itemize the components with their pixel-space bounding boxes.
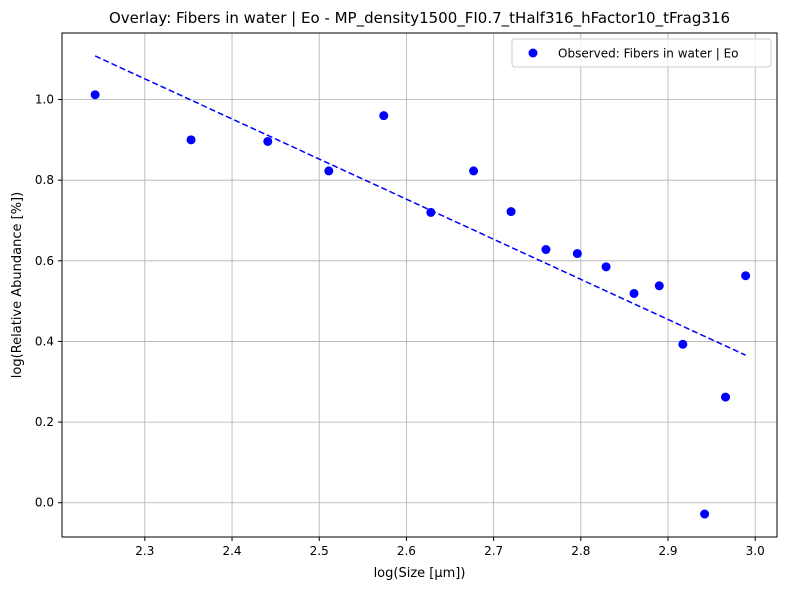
legend: Observed: Fibers in water | Eo: [511, 38, 772, 68]
y-axis-ticks: 0.0 0.2 0.4 0.6 0.8 1.0: [35, 93, 62, 510]
x-tick-label: 2.8: [571, 544, 590, 558]
y-tick-label: 0.4: [35, 334, 54, 348]
scatter-point: [541, 245, 551, 255]
y-tick-label: 0.2: [35, 415, 54, 429]
legend-marker: [528, 48, 538, 58]
scatter-point: [186, 135, 196, 145]
grid: [62, 33, 777, 537]
x-tick-label: 2.6: [397, 544, 416, 558]
legend-box: [511, 38, 772, 68]
x-tick-label: 2.3: [135, 544, 154, 558]
x-tick-label: 2.5: [310, 544, 329, 558]
y-tick-label: 0.8: [35, 173, 54, 187]
scatter-point: [601, 262, 611, 272]
scatter-point: [263, 136, 273, 146]
fit-line-layer: [94, 55, 746, 356]
chart-title: Overlay: Fibers in water | Eo - MP_densi…: [109, 9, 730, 28]
scatter-point: [572, 249, 582, 259]
scatter-point: [426, 207, 436, 217]
y-axis-label: log(Relative Abundance [%]): [10, 192, 25, 378]
scatter-points: [90, 90, 751, 519]
scatter-point: [506, 207, 516, 217]
y-tick-label: 0.0: [35, 496, 54, 510]
x-tick-label: 3.0: [746, 544, 765, 558]
scatter-point: [678, 339, 688, 349]
x-tick-label: 2.9: [658, 544, 677, 558]
plot-frame: [61, 32, 778, 538]
scatter-point: [324, 166, 334, 176]
scatter-point: [629, 288, 639, 298]
y-tick-label: 1.0: [35, 93, 54, 107]
x-tick-label: 2.7: [484, 544, 503, 558]
scatter-point: [654, 281, 664, 291]
fit-line: [94, 55, 746, 356]
x-axis-label: log(Size [μm]): [374, 566, 466, 581]
scatter-point: [721, 392, 731, 402]
scatter-point: [379, 111, 389, 121]
legend-label: Observed: Fibers in water | Eo: [558, 47, 739, 61]
x-axis-ticks: 2.3 2.4 2.5 2.6 2.7 2.8 2.9 3.0: [135, 537, 765, 558]
scatter-point: [90, 90, 100, 100]
x-tick-label: 2.4: [222, 544, 241, 558]
scatter-point: [741, 271, 751, 281]
scatter-point: [469, 166, 479, 176]
scatter-point: [700, 509, 710, 519]
y-tick-label: 0.6: [35, 254, 54, 268]
